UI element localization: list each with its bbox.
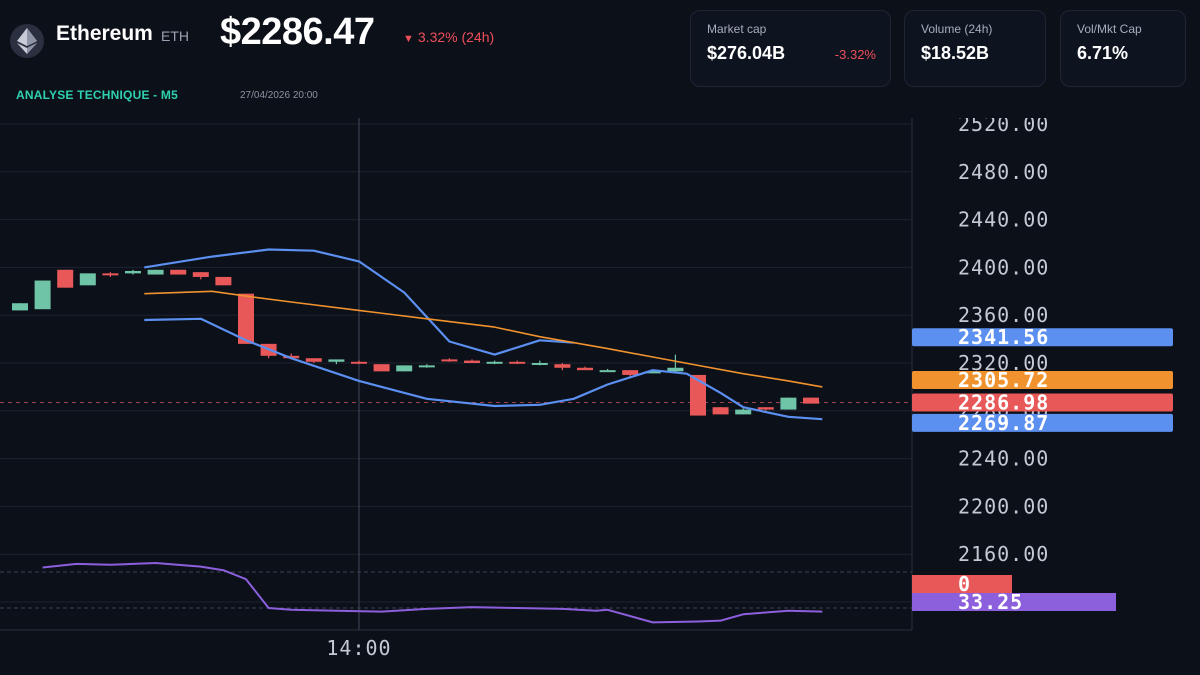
candle-body [554,364,571,368]
candle-body [351,361,367,364]
bollinger-lower-tag-value: 2269.87 [958,411,1049,435]
volume-label: Volume (24h) [921,22,993,36]
y-tick-label: 2400.00 [958,255,1049,279]
candle-body [803,397,819,404]
current-price-tag [912,393,1173,412]
ethereum-logo-icon [10,24,44,58]
candle-body [192,272,209,277]
current-price: $2286.47 [220,11,375,53]
bollinger-upper-tag-value: 2341.56 [958,325,1049,349]
bollinger-upper-tag [912,328,1173,347]
price-change-value: 3.32% (24h) [417,29,495,45]
y-tick-label: 2440.00 [958,208,1049,232]
y-tick-label: 2160.00 [958,542,1049,566]
down-arrow-icon: ▼ [403,33,414,45]
candle-body [238,293,254,344]
market-cap-change: -3.32% [834,47,876,62]
candle-body [125,270,141,274]
candle-body [577,367,593,371]
candle-body [102,273,119,276]
candle-body [170,269,187,275]
bollinger-lower-tag [912,413,1173,432]
candle-body [622,370,639,375]
candle-body [667,367,684,372]
candle-body [780,397,797,410]
bollinger-lower-line [144,317,823,421]
price-change: ▼ 3.32% (24h) [403,29,494,45]
candle-body [328,359,345,362]
analysis-title: ANALYSE TECHNIQUE - M5 [16,88,178,102]
candle-body [12,303,28,311]
candle-body [79,273,96,286]
market-cap-value: $276.04B [707,43,786,63]
candle-body [441,359,458,362]
coin-ticker: ETH [161,28,189,44]
y-tick-label: 2520.00 [958,118,1049,136]
candle-body [305,358,322,362]
candle-body [690,374,706,416]
candle-body [464,360,480,363]
volume-value: $18.52B [921,43,990,63]
candle-body [509,361,526,364]
y-tick-label: 2480.00 [958,160,1049,184]
candle-body [531,362,548,365]
vol-mkt-cap-card: Vol/Mkt Cap 6.71% [1060,10,1186,87]
market-cap-card: Market cap $276.04B -3.32% [690,10,891,87]
candle-body [215,276,232,286]
analysis-date: 27/04/2026 20:00 [240,90,318,101]
candle-body [418,365,435,368]
moving-average-line [144,290,823,388]
moving-average-tag [912,371,1173,390]
rsi-line [42,562,823,624]
rsi-value-tag-value: 33.25 [958,590,1023,614]
y-tick-label: 2200.00 [958,494,1049,518]
candle-body [373,364,390,372]
candle-body [712,407,729,415]
bollinger-upper-line [144,248,574,356]
y-tick-label: 2360.00 [958,303,1049,327]
candle-body [147,269,164,275]
candle-body [283,355,300,359]
candle-body [644,371,661,374]
candle-body [396,365,413,372]
moving-average-tag-value: 2305.72 [958,368,1049,392]
candle-body [486,361,503,364]
x-tick-label: 14:00 [326,636,391,660]
coin-name: Ethereum [56,22,153,45]
candle-body [34,280,51,310]
header: Ethereum ETH $2286.47 ▼ 3.32% (24h) Marke… [0,0,1200,118]
candle-body [599,370,616,373]
vol-mkt-cap-value: 6.71% [1077,43,1129,63]
volume-card: Volume (24h) $18.52B [904,10,1046,87]
price-chart[interactable]: 2520.00 2480.00 2440.00 2400.00 2360.00 2320.… [0,118,1200,675]
market-cap-label: Market cap [707,22,767,36]
rsi-zero-tag-value: 0 [958,572,971,596]
rsi-value-tag [912,593,1116,611]
candle-body [57,269,74,288]
candle-body [735,409,752,415]
y-tick-label: 2320.00 [958,351,1049,375]
current-price-tag-value: 2286.98 [958,390,1049,414]
rsi-zero-tag [912,575,1012,593]
vol-mkt-cap-label: Vol/Mkt Cap [1077,22,1142,36]
candle-body [757,407,774,410]
y-tick-label: 2240.00 [958,447,1049,471]
